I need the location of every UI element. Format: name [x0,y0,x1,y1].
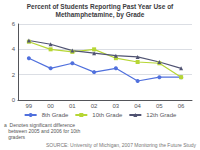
svg-text:06: 06 [178,103,185,109]
svg-text:0: 0 [12,97,16,103]
svg-text:04: 04 [134,103,141,109]
svg-text:99: 99 [26,103,33,109]
svg-text:6: 6 [12,21,16,27]
svg-text:05: 05 [156,103,163,109]
svg-text:12th Grade: 12th Grade [146,112,177,118]
svg-text:02: 02 [91,103,98,109]
svg-text:4: 4 [12,46,16,52]
svg-text:Percent of Students Reporting: Percent of Students Reporting Past Year … [27,3,174,11]
svg-text:a Denotes significant differen: a Denotes significant difference [4,122,76,128]
svg-text:between 2005 and 2006 for 10th: between 2005 and 2006 for 10th [4,128,81,134]
svg-text:2: 2 [12,72,16,78]
svg-text:10th Grade: 10th Grade [92,112,123,118]
svg-text:8th Grade: 8th Grade [42,112,69,118]
svg-text:01: 01 [69,103,76,109]
svg-text:00: 00 [47,103,54,109]
svg-text:Methamphetamine, by Grade: Methamphetamine, by Grade [56,11,145,19]
svg-text:SOURCE: University of Michigan: SOURCE: University of Michigan, 2007 Mon… [46,142,197,148]
svg-text:03: 03 [113,103,120,109]
svg-text:graders: graders [4,134,26,140]
